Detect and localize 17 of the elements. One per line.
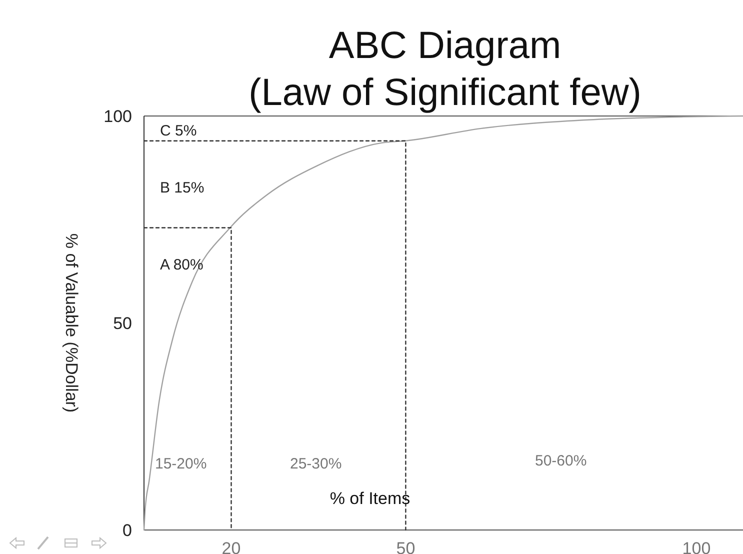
- y-tick-label: 100: [104, 106, 132, 126]
- chart-title: ABC Diagram: [328, 25, 562, 67]
- annotation: 15-20%: [155, 455, 207, 472]
- y-axis-title: % of Valuable (%Dollar): [62, 233, 81, 413]
- y-tick-label: 0: [122, 520, 132, 540]
- annotation: 25-30%: [290, 455, 342, 472]
- annotation: 50-60%: [535, 452, 587, 470]
- annotation: A 80%: [160, 256, 204, 274]
- line-series: [143, 115, 743, 531]
- y-tick-label: 50: [113, 314, 132, 333]
- chart-subtitle: (Law of Significant few): [248, 72, 642, 114]
- x-tick-label: 100: [682, 538, 711, 554]
- annotation: B 15%: [160, 179, 204, 196]
- x-tick-label: 50: [396, 538, 416, 554]
- x-tick-label: 20: [222, 538, 241, 554]
- x-axis-title: % of Items: [330, 489, 410, 508]
- annotation: C 5%: [160, 122, 197, 140]
